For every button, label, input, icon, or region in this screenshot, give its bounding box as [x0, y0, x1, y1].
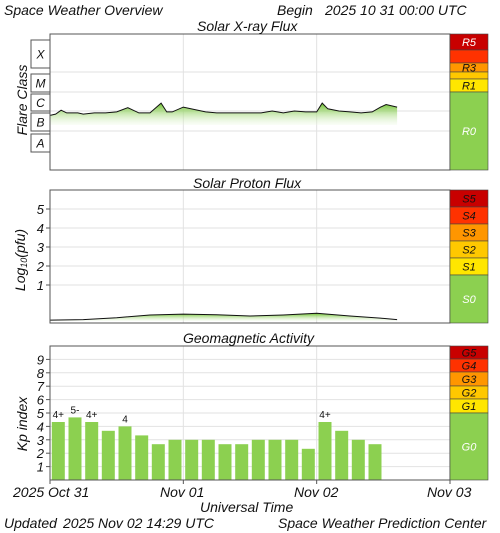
radio-blackout-scale-cell: [449, 71, 489, 80]
kp-bar-label: 4: [122, 414, 128, 425]
kp-y-tick-label: 4: [37, 419, 44, 434]
radiation-storm-scale-label: S4: [462, 211, 475, 223]
kp-bar: [168, 439, 182, 480]
radiation-storm-scale-label: S5: [462, 194, 476, 206]
x-tick-label-nov02: Nov 02: [294, 484, 339, 500]
kp-bar: [285, 439, 299, 480]
x-tick-label-nov01: Nov 01: [160, 484, 205, 500]
kp-panel-title: Geomagnetic Activity: [183, 330, 314, 346]
kp-bar-label: 5-: [71, 405, 80, 416]
kp-bar: [218, 444, 232, 480]
radio-blackout-scale-label: R0: [462, 126, 477, 138]
proton-y-tick-label: 3: [37, 240, 45, 255]
kp-bar: [368, 444, 382, 480]
geomagnetic-storm-scale-label: G4: [462, 361, 477, 373]
proton-y-tick-label: 5: [37, 202, 45, 217]
kp-bar: [135, 435, 149, 480]
page-title: Space Weather Overview: [4, 2, 163, 18]
radiation-storm-scale-label: S1: [462, 262, 475, 274]
kp-bar-label: 4+: [319, 410, 331, 421]
proton-y-tick-label: 4: [37, 221, 44, 236]
xray-panel-title: Solar X-ray Flux: [197, 18, 298, 34]
x-tick-label-nov03: Nov 03: [427, 484, 472, 500]
kp-bar: [51, 422, 65, 480]
kp-bar-label: 4+: [86, 410, 98, 421]
geomagnetic-storm-scale-label: G1: [462, 401, 477, 413]
x-tick-label-oct31: 2025 Oct 31: [13, 484, 90, 500]
proton-y-tick-label: 1: [37, 278, 44, 293]
updated-value: 2025 Nov 02 14:29 UTC: [63, 515, 214, 531]
flare-class-label: X: [35, 48, 45, 62]
proton-plot-frame: [49, 189, 451, 324]
kp-bar: [101, 430, 115, 480]
radio-blackout-scale-label: R1: [462, 81, 476, 93]
updated-label: Updated: [4, 515, 57, 531]
kp-bar: [185, 439, 199, 480]
xray-flux-line: [49, 102, 398, 116]
flare-class-label: A: [35, 137, 44, 151]
kp-y-tick-label: 7: [37, 379, 45, 394]
kp-y-tick-label: 9: [37, 352, 44, 367]
kp-bar: [235, 444, 249, 480]
proton-flux-line: [49, 312, 398, 321]
kp-y-tick-label: 1: [37, 460, 44, 475]
geomagnetic-storm-scale-cell: [449, 412, 489, 481]
kp-bar: [68, 417, 82, 480]
radiation-storm-scale-label: S0: [462, 294, 476, 306]
radio-blackout-scale-cell: [449, 49, 489, 64]
kp-bar: [335, 430, 349, 480]
swpc-credit: Space Weather Prediction Center: [278, 515, 487, 531]
kp-bar-label: 4+: [53, 410, 65, 421]
kp-y-tick-label: 8: [37, 366, 45, 381]
radiation-storm-scale-label: S3: [462, 228, 476, 240]
kp-bar: [85, 422, 99, 480]
kp-y-axis-title: Kp index: [14, 396, 30, 452]
flare-class-label: B: [36, 116, 44, 130]
xray-plot-frame: [49, 33, 451, 171]
geomagnetic-storm-scale-label: G5: [462, 348, 478, 360]
x-axis-title: Universal Time: [200, 499, 294, 515]
radiation-storm-scale-cell: [449, 274, 489, 324]
kp-bar: [201, 439, 215, 480]
flare-class-label: C: [36, 96, 45, 110]
geomagnetic-storm-scale-label: G3: [462, 374, 478, 386]
kp-y-tick-label: 5: [37, 406, 45, 421]
flare-class-label: M: [36, 77, 46, 91]
kp-y-tick-label: 2: [36, 446, 45, 461]
kp-bar: [301, 448, 315, 480]
kp-bar: [251, 439, 265, 480]
radio-blackout-scale-cell: [449, 91, 489, 171]
proton-flux-area: [50, 313, 398, 321]
radiation-storm-scale-label: S2: [462, 245, 475, 257]
kp-y-tick-label: 3: [37, 433, 45, 448]
radio-blackout-scale-label: R5: [462, 37, 477, 49]
radio-blackout-scale-label: R3: [462, 63, 477, 75]
kp-bar: [118, 426, 132, 480]
proton-panel-title: Solar Proton Flux: [193, 175, 302, 191]
kp-bar: [351, 439, 365, 480]
proton-y-axis-title: Log10(pfu): [12, 228, 29, 292]
kp-bar: [318, 422, 332, 480]
xray-y-axis-title: Flare Class: [14, 64, 30, 136]
kp-bar: [268, 439, 282, 480]
xray-flux-area: [50, 103, 398, 125]
begin-value: 2025 10 31 00:00 UTC: [325, 2, 467, 18]
begin-label: Begin: [277, 2, 313, 18]
geomagnetic-storm-scale-label: G0: [462, 442, 478, 454]
kp-bar: [151, 444, 165, 480]
geomagnetic-storm-scale-label: G2: [462, 388, 477, 400]
proton-y-tick-label: 2: [36, 259, 45, 274]
kp-y-tick-label: 6: [37, 393, 45, 408]
